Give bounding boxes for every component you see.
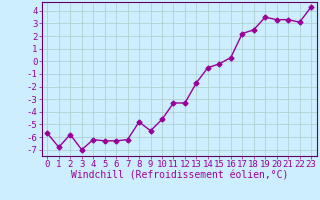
X-axis label: Windchill (Refroidissement éolien,°C): Windchill (Refroidissement éolien,°C): [70, 171, 288, 181]
